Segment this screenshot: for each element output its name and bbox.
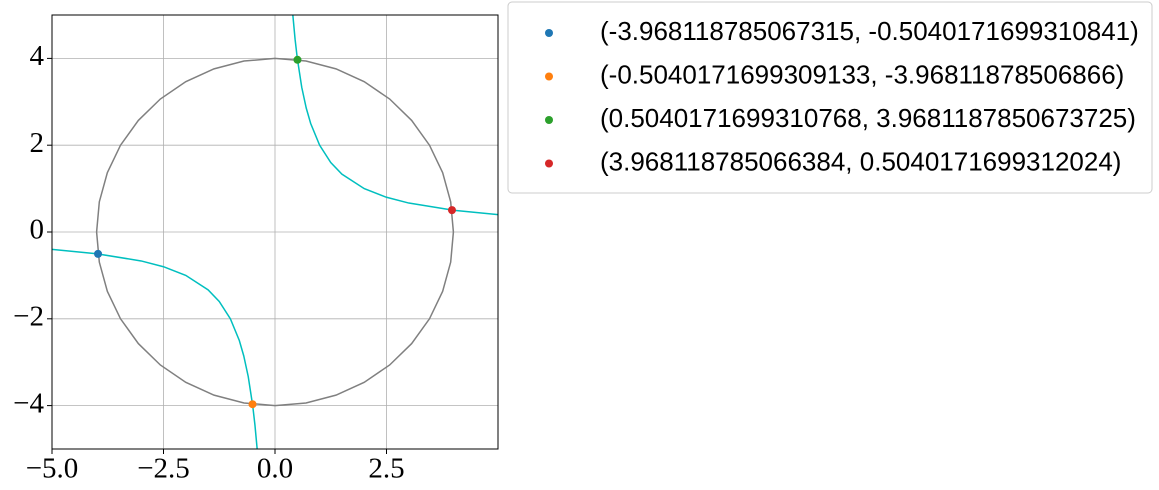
legend-marker bbox=[545, 29, 553, 37]
legend-label: (-3.968118785067315, -0.5040171699310841… bbox=[600, 16, 1139, 46]
legend-label: (0.5040171699310768, 3.9681187850673725) bbox=[600, 103, 1136, 133]
y-tick-label: 4 bbox=[30, 40, 45, 72]
point bbox=[447, 206, 456, 215]
x-tick-label: 0.0 bbox=[257, 453, 293, 485]
plot-frame bbox=[51, 14, 499, 450]
y-tick-label: 2 bbox=[30, 127, 45, 159]
point bbox=[94, 249, 103, 258]
y-tick-label: −4 bbox=[13, 387, 44, 419]
legend-marker bbox=[545, 72, 553, 81]
y-tick-label: 0 bbox=[30, 214, 45, 246]
x-tick-label: −2.5 bbox=[137, 453, 190, 485]
x-tick-label: −5.0 bbox=[26, 453, 79, 485]
x-tick-label: 2.5 bbox=[368, 453, 404, 485]
curve bbox=[95, 57, 455, 407]
y-tick-label: −2 bbox=[13, 300, 44, 332]
legend-box bbox=[507, 1, 1153, 194]
legend-marker bbox=[545, 159, 553, 168]
legend-label: (-0.5040171699309133, -3.96811878506866) bbox=[600, 59, 1124, 89]
point bbox=[248, 400, 257, 409]
legend-label: (3.968118785066384, 0.5040171699312024) bbox=[600, 146, 1121, 176]
legend-marker bbox=[545, 116, 553, 124]
point bbox=[293, 55, 302, 64]
